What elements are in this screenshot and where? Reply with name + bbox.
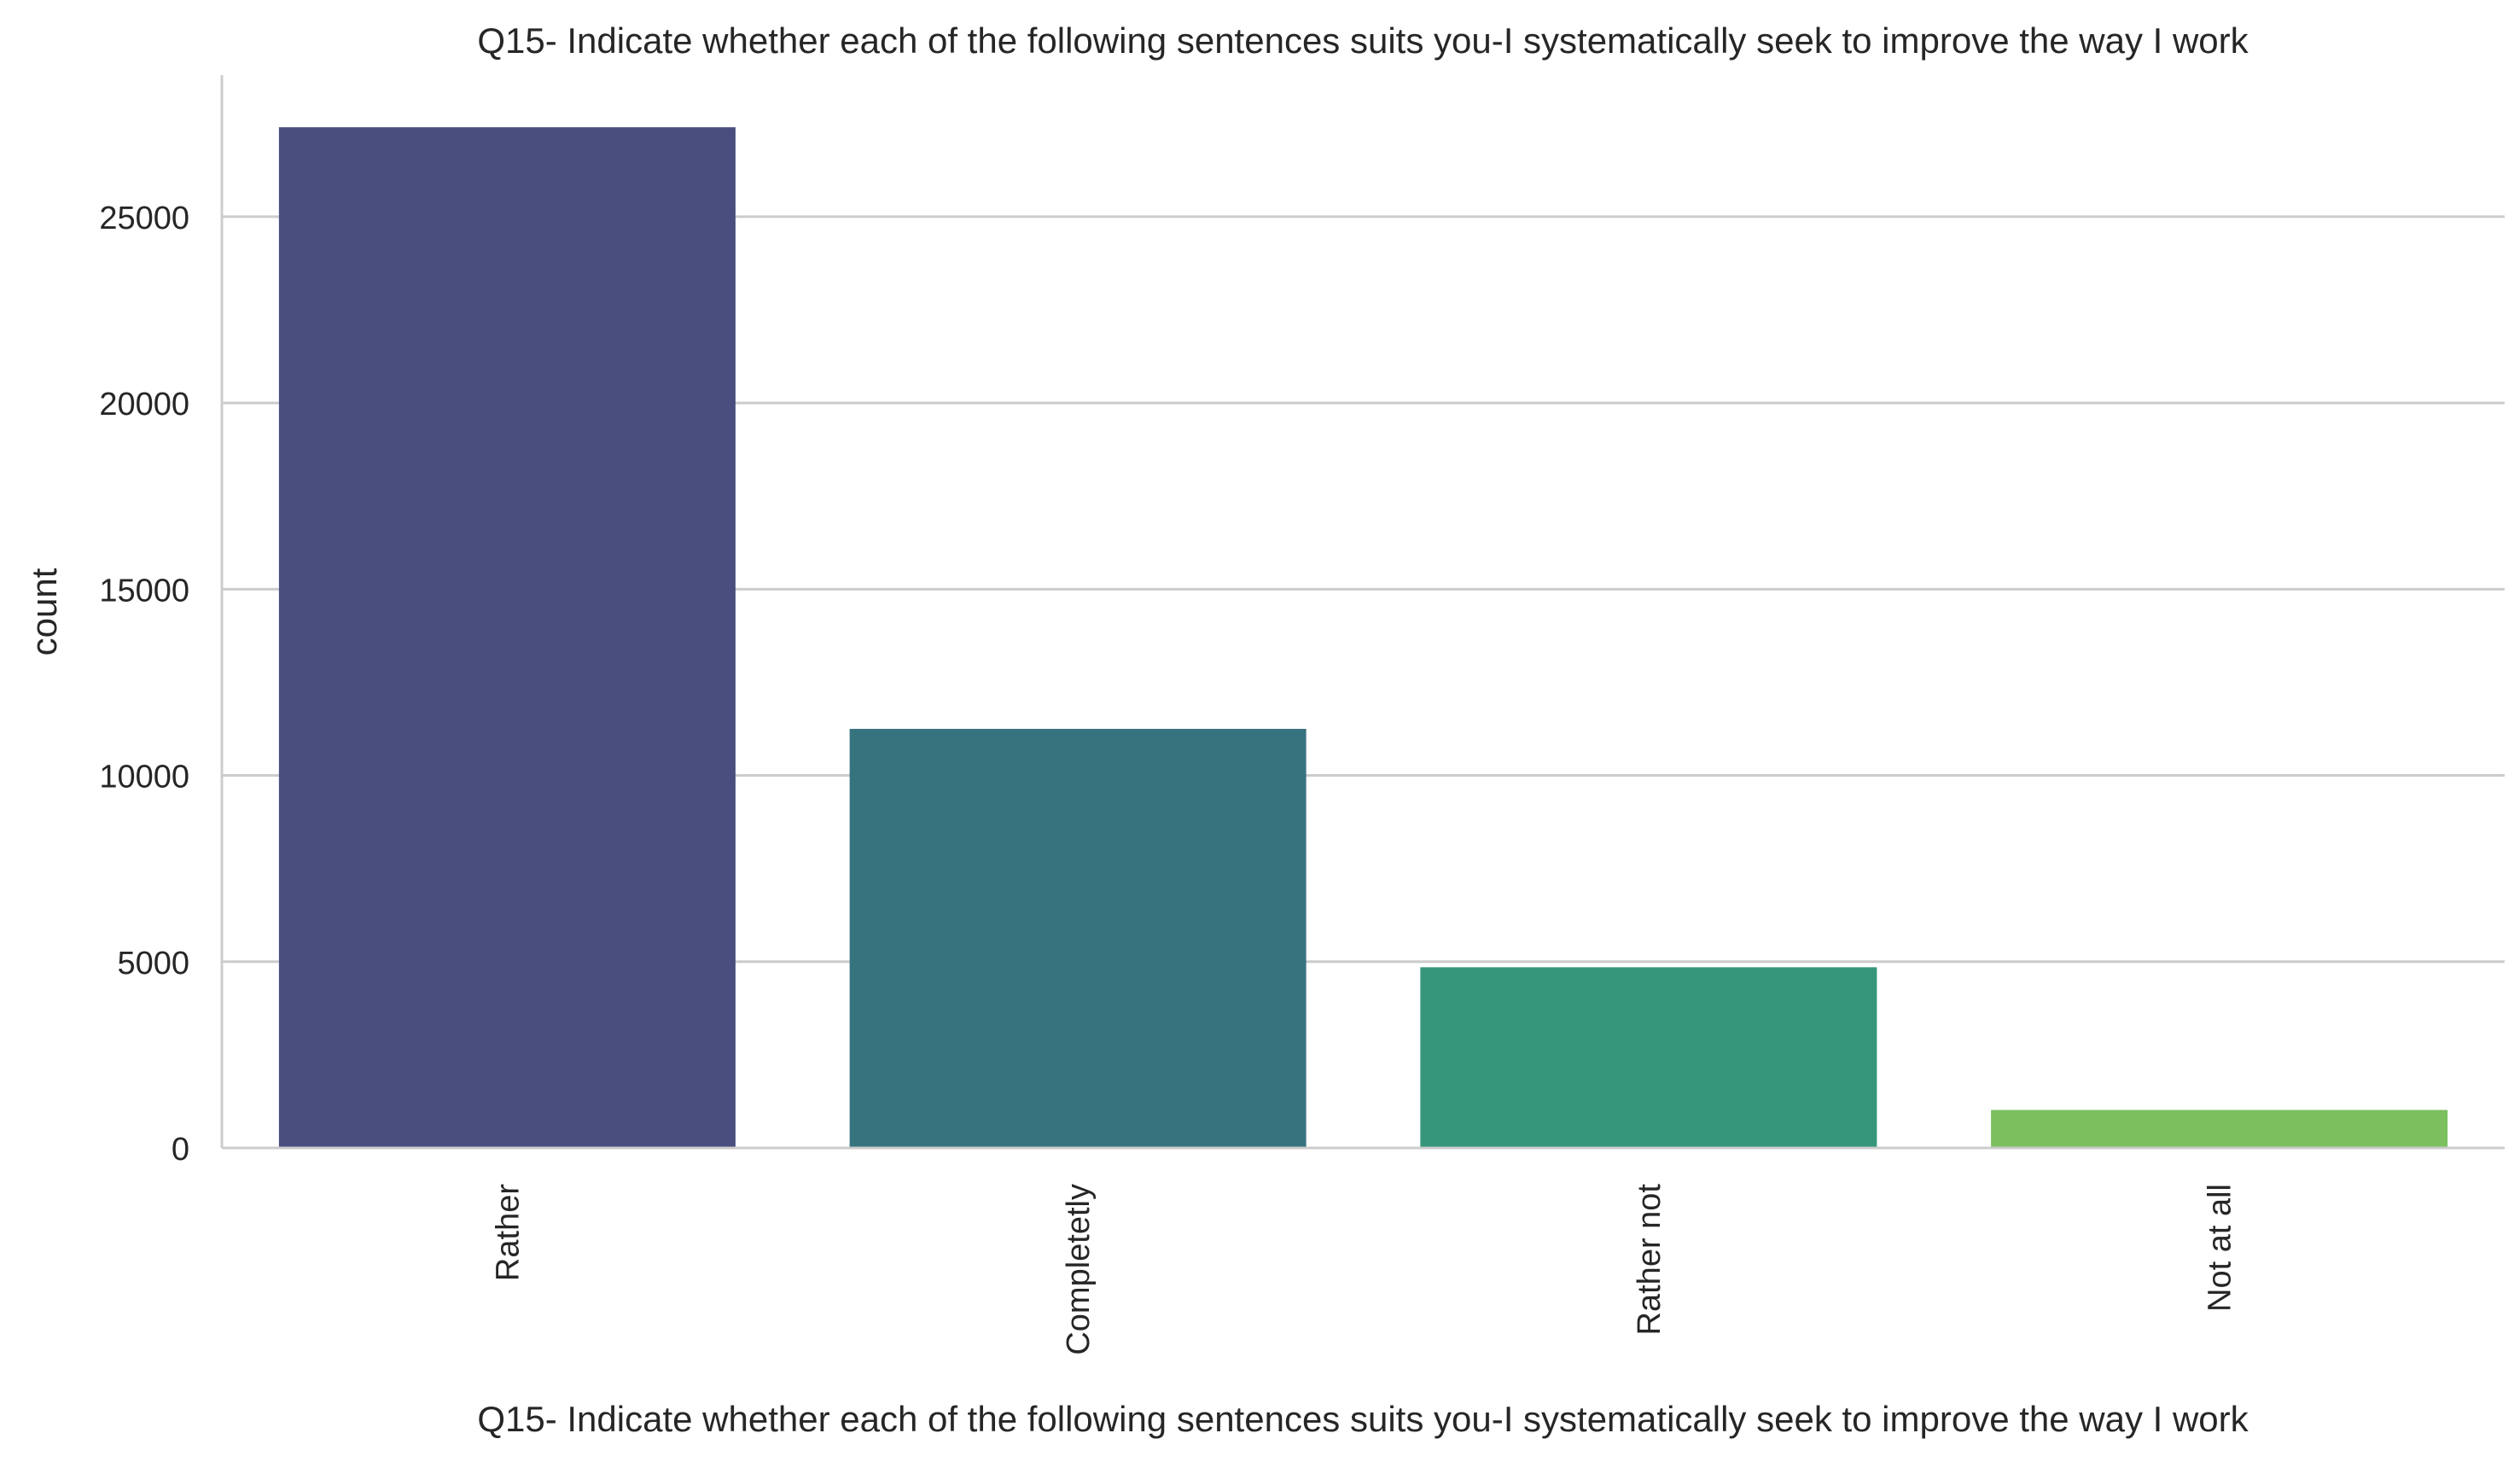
x-tick-labels: Rather Completetly Rather not Not at all [490, 1184, 2238, 1355]
x-axis-label: Q15- Indicate whether each of the follow… [477, 1399, 2249, 1439]
bar-rather-not [1420, 967, 1877, 1148]
y-tick-label: 15000 [99, 573, 189, 609]
y-tick-labels: 0 5000 10000 15000 20000 25000 [99, 201, 189, 1168]
y-axis-label: count [24, 568, 64, 655]
bar-completetly [849, 728, 1307, 1148]
x-tick-label: Rather not [1632, 1184, 1667, 1336]
axes [220, 75, 2505, 1150]
chart-title: Q15- Indicate whether each of the follow… [477, 20, 2249, 61]
y-tick-label: 20000 [99, 387, 189, 422]
x-tick-label: Not at all [2203, 1184, 2238, 1312]
y-tick-label: 5000 [117, 946, 189, 982]
x-tick-label: Completetly [1061, 1184, 1097, 1355]
bar-not-at-all [1991, 1110, 2448, 1148]
x-tick-label: Rather [490, 1184, 526, 1281]
bars [278, 127, 2448, 1149]
bar-rather [278, 127, 736, 1149]
y-tick-label: 10000 [99, 760, 189, 795]
y-tick-label: 0 [172, 1132, 189, 1168]
y-tick-label: 25000 [99, 201, 189, 236]
